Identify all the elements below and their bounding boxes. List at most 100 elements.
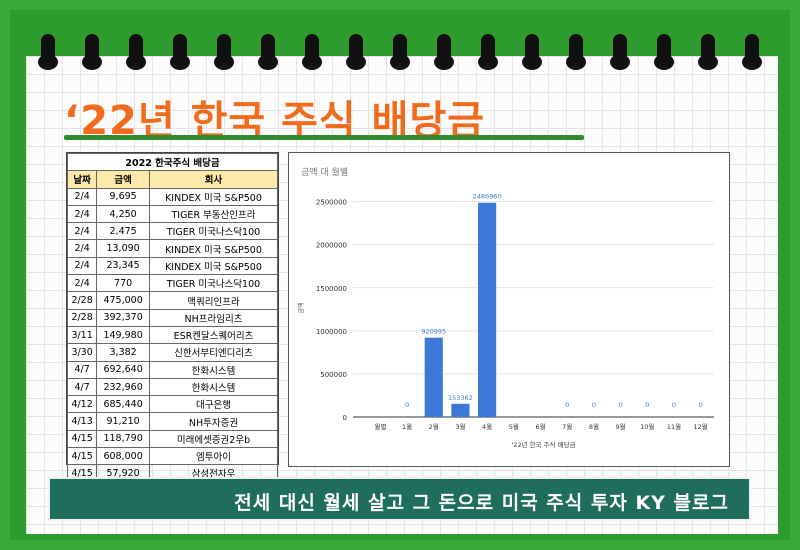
cell-date: 2/4 [66, 274, 98, 293]
data-label: 920995 [421, 328, 446, 336]
cell-amount: 3,382 [96, 343, 150, 362]
x-tick-label: 5월 [509, 422, 519, 431]
table-row: 2/4 13,090 KINDEX 미국 S&P500 [66, 239, 279, 258]
table-body: 2/4 9,695 KINDEX 미국 S&P500 2/4 4,250 TIGER 부동… [66, 187, 279, 483]
cell-company: KINDEX 미국 S&P500 [148, 256, 279, 276]
y-axis-label: 금액 [298, 302, 305, 313]
cell-date: 2/4 [66, 187, 98, 206]
binder-ring [38, 34, 58, 70]
x-tick-label: 11월 [667, 422, 681, 431]
cell-date: 2/4 [66, 256, 98, 276]
x-tick-label: 4월 [482, 422, 492, 431]
binder-ring [698, 34, 718, 70]
binder-ring [346, 34, 366, 70]
cell-company: 맥쿼리인프라 [148, 291, 279, 310]
binder-ring [302, 34, 322, 70]
cell-company: 한화시스템 [148, 360, 279, 379]
cell-company: KINDEX 미국 S&P500 [148, 187, 279, 206]
table-caption: 2022 한국주식 배당금 [67, 152, 278, 172]
y-tick-label: 0 [343, 414, 347, 422]
data-label: 0 [619, 401, 623, 409]
y-tick-label: 500000 [320, 371, 347, 379]
banner-text: 전세 대신 월세 살고 그 돈으로 미국 주식 투자 KY 블로그 [234, 492, 729, 514]
table-row: 2/28 475,000 맥쿼리인프라 [66, 291, 279, 310]
x-tick-label: 2월 [429, 422, 439, 431]
x-tick-label: 7월 [562, 422, 572, 431]
x-tick-label: 8월 [589, 422, 599, 431]
header-date: 날짜 [66, 170, 98, 189]
data-label: 0 [699, 401, 703, 409]
cell-date: 4/15 [66, 447, 98, 466]
table-row: 2/4 770 TIGER 미국나스닥100 [66, 274, 279, 293]
cell-company: 한화시스템 [148, 377, 279, 397]
y-tick-label: 1000000 [316, 328, 347, 336]
binder-ring [214, 34, 234, 70]
header-amount: 금액 [96, 170, 150, 189]
cell-company: NH프라임리츠 [148, 308, 279, 327]
table-row: 4/12 685,440 대구은행 [66, 395, 279, 414]
table-row: 4/7 692,640 한화시스템 [66, 360, 279, 379]
cell-company: KINDEX 미국 S&P500 [148, 239, 279, 258]
table-row: 2/4 2,475 TIGER 미국나스닥100 [66, 222, 279, 241]
binder-ring [566, 34, 586, 70]
binder-ring [390, 34, 410, 70]
bar [478, 202, 497, 417]
table-row: 3/11 149,980 ESR켄달스퀘어리츠 [66, 325, 279, 345]
dividend-table: 2022 한국주식 배당금 날짜 금액 회사 2/4 9,695 KINDEX 미국… [66, 152, 279, 483]
binder-ring [478, 34, 498, 70]
cell-amount: 2,475 [96, 222, 150, 241]
table-row: 2/4 9,695 KINDEX 미국 S&P500 [66, 187, 279, 206]
cell-amount: 608,000 [96, 447, 150, 466]
table-row: 4/15 118,790 미래에셋증권2우b [66, 429, 279, 449]
x-tick-label: 월별 [374, 422, 386, 431]
table-row: 4/7 232,960 한화시스템 [66, 377, 279, 397]
cell-amount: 118,790 [96, 429, 150, 449]
data-label: 0 [645, 401, 649, 409]
table-row: 2/4 23,345 KINDEX 미국 S&P500 [66, 256, 279, 276]
cell-company: TIGER 미국나스닥100 [148, 222, 279, 241]
cell-company: 엠투아이 [148, 447, 279, 466]
cell-amount: 475,000 [96, 291, 150, 310]
cell-date: 4/13 [66, 412, 98, 431]
cell-company: TIGER 부동산인프라 [148, 204, 279, 224]
data-label: 153362 [448, 394, 473, 402]
cell-date: 4/7 [66, 360, 98, 379]
x-tick-label: 6월 [535, 422, 545, 431]
chart-title: 금액 대 월별 [301, 166, 348, 178]
data-label: 0 [405, 401, 409, 409]
cell-amount: 13,090 [96, 239, 150, 258]
cell-amount: 91,210 [96, 412, 150, 431]
cell-amount: 685,440 [96, 395, 150, 414]
cell-date: 2/4 [66, 239, 98, 258]
data-label: 0 [592, 401, 596, 409]
table-row: 4/13 91,210 NH투자증권 [66, 412, 279, 431]
table-row: 4/15 608,000 엠투아이 [66, 447, 279, 466]
bar [451, 403, 470, 417]
cell-date: 2/28 [66, 291, 98, 310]
x-tick-label: 9월 [616, 422, 626, 431]
cell-amount: 232,960 [96, 377, 150, 397]
cell-amount: 770 [96, 274, 150, 293]
cell-date: 2/4 [66, 222, 98, 241]
table-row: 2/4 4,250 TIGER 부동산인프라 [66, 204, 279, 224]
binder-ring [742, 34, 762, 70]
cell-date: 3/30 [66, 343, 98, 362]
y-tick-label: 1500000 [316, 285, 347, 293]
binder-ring [434, 34, 454, 70]
x-tick-label: 10월 [640, 422, 654, 431]
cell-amount: 4,250 [96, 204, 150, 224]
x-axis-label: '22년 한국 주식 배당금 [511, 440, 575, 449]
cell-date: 2/28 [66, 308, 98, 327]
blog-banner: 전세 대신 월세 살고 그 돈으로 미국 주식 투자 KY 블로그 [48, 477, 751, 521]
cell-date: 4/15 [66, 429, 98, 449]
table-row: 3/30 3,382 신한서부티엔디리츠 [66, 343, 279, 362]
binder-ring [170, 34, 190, 70]
cell-amount: 392,370 [96, 308, 150, 327]
header-company: 회사 [148, 170, 279, 189]
y-tick-label: 2500000 [316, 199, 347, 207]
binder-ring [610, 34, 630, 70]
y-tick-label: 2000000 [316, 242, 347, 250]
data-label: 0 [565, 401, 569, 409]
